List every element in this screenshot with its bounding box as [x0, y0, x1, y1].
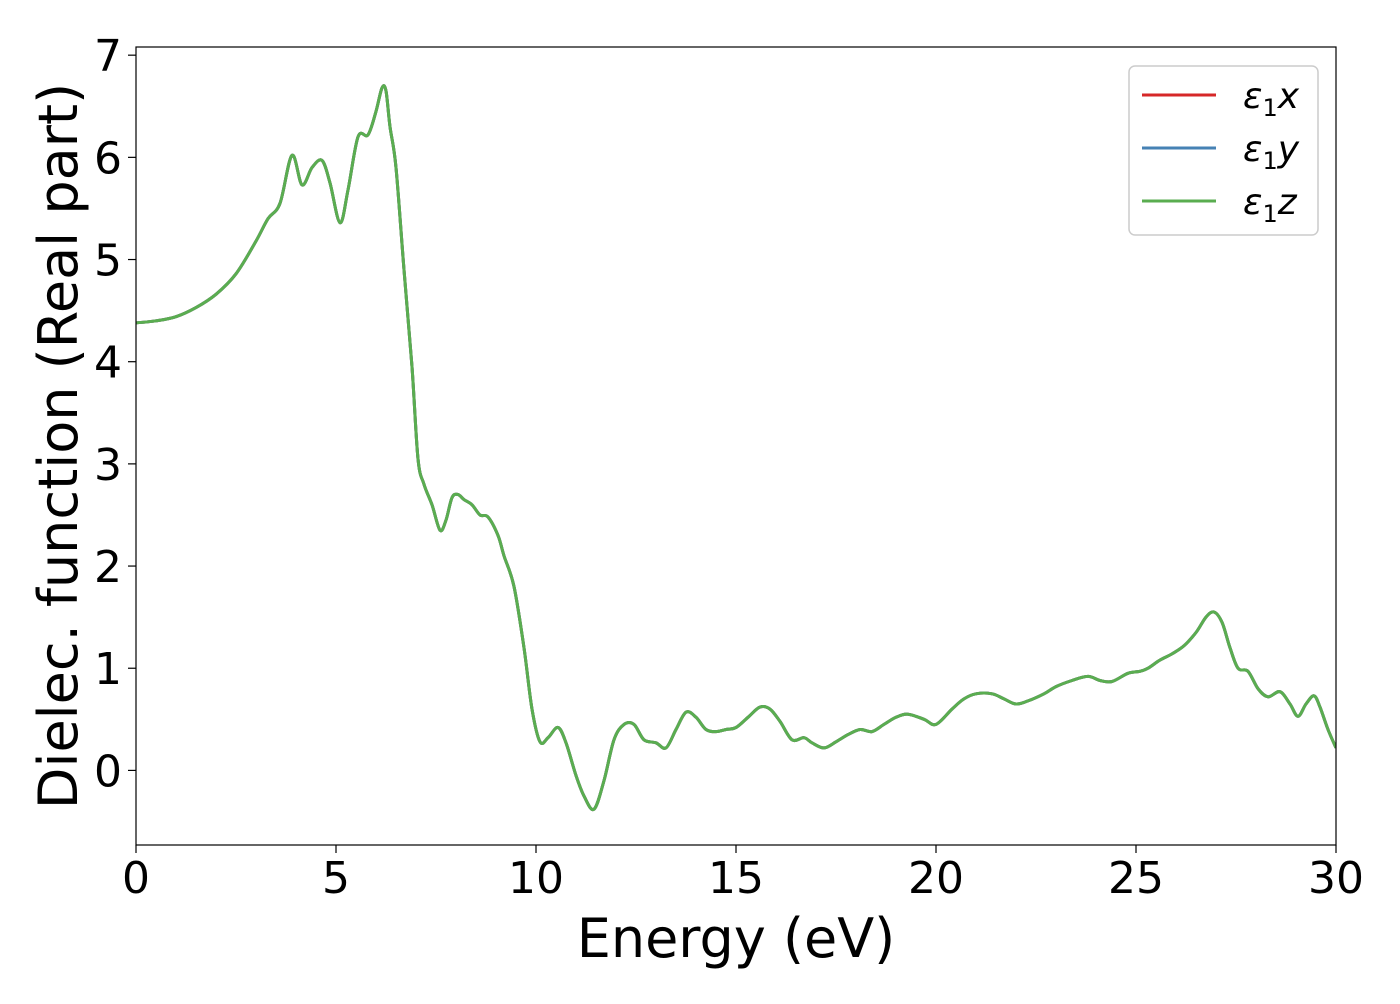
- y-tick-label: 0: [94, 746, 122, 797]
- y-tick-label: 6: [94, 133, 122, 184]
- x-tick-label: 10: [508, 853, 564, 904]
- x-tick-label: 5: [322, 853, 350, 904]
- y-tick-label: 4: [94, 338, 122, 389]
- series-line-z: [136, 84, 1336, 812]
- y-tick-label: 5: [94, 236, 122, 287]
- legend-label-z: ε1z: [1243, 182, 1298, 228]
- x-tick-label: 15: [708, 853, 764, 904]
- y-tick-label: 2: [94, 542, 122, 593]
- y-tick-label: 1: [94, 644, 122, 695]
- y-axis-label: Dielec. function (Real part): [27, 83, 90, 809]
- series-layer: [136, 84, 1336, 812]
- axes-layer: 0 5 10 15 20 25 30 0 1 2 3 4 5 6 7: [94, 31, 1364, 904]
- x-axis-label: Energy (eV): [577, 907, 896, 970]
- legend: ε1x ε1y ε1z: [1128, 65, 1319, 236]
- x-tick-label: 25: [1108, 853, 1164, 904]
- y-tick-label: 3: [94, 440, 122, 491]
- x-tick-label: 20: [908, 853, 964, 904]
- legend-box: [1128, 65, 1319, 236]
- legend-label-y: ε1y: [1243, 129, 1300, 175]
- x-tick-label: 30: [1308, 853, 1364, 904]
- legend-label-x: ε1x: [1243, 76, 1300, 122]
- y-tick-label: 7: [94, 31, 122, 82]
- x-tick-label: 0: [122, 853, 150, 904]
